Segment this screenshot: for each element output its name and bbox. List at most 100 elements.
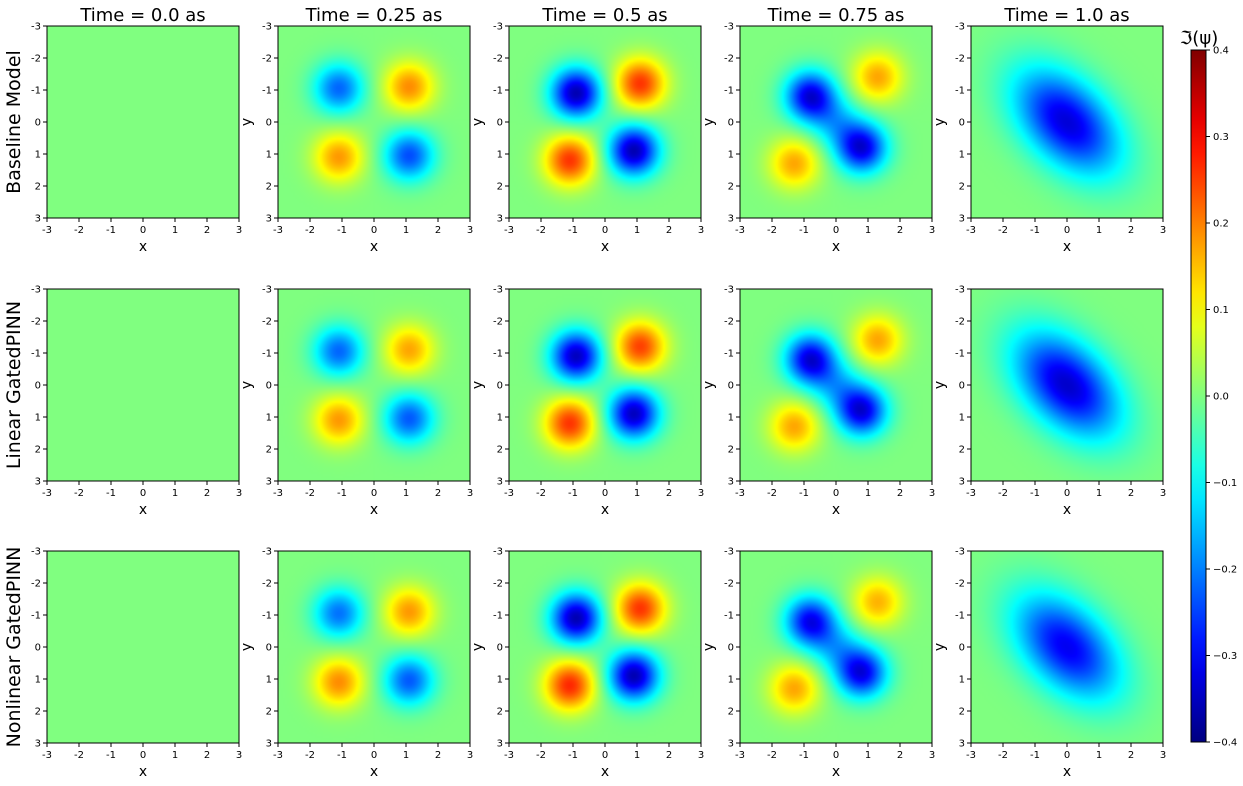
y-tick-label: 1 — [497, 150, 503, 161]
y-tick-label: -3 — [262, 285, 272, 296]
x-tick-label: 2 — [666, 488, 672, 499]
x-tick-label: 2 — [897, 750, 903, 761]
y-tick-label: -2 — [724, 317, 734, 328]
y-axis-label: y — [701, 118, 717, 126]
row-label: Baseline Model — [3, 50, 25, 194]
x-tick-label: 1 — [172, 750, 178, 761]
y-tick-label: 1 — [35, 150, 41, 161]
y-tick-label: 1 — [35, 675, 41, 686]
y-tick-label: 1 — [497, 413, 503, 424]
y-tick-label: -1 — [955, 86, 965, 97]
y-tick-label: -2 — [262, 579, 272, 590]
x-tick-label: 2 — [1128, 488, 1134, 499]
y-tick-label: 1 — [959, 675, 965, 686]
y-tick-label: 0 — [497, 118, 503, 129]
y-tick-label: 1 — [959, 413, 965, 424]
x-tick-label: -1 — [106, 750, 116, 761]
y-tick-label: 1 — [728, 150, 734, 161]
colorbar-gradient — [1191, 50, 1206, 742]
x-tick-label: 1 — [1096, 488, 1102, 499]
row-labels: Baseline Model Linear GatedPINN Nonlinear … — [3, 50, 25, 747]
y-tick-label: -1 — [31, 349, 41, 360]
x-tick-label: 0 — [1064, 225, 1070, 236]
y-tick-label: -1 — [724, 86, 734, 97]
y-tick-label: 1 — [35, 413, 41, 424]
x-tick-label: -2 — [767, 488, 777, 499]
x-tick-label: -3 — [504, 225, 514, 236]
x-tick-label: -2 — [998, 225, 1008, 236]
y-axis-label: y — [932, 643, 948, 651]
x-tick-label: 3 — [929, 225, 935, 236]
x-tick-label: 1 — [1096, 750, 1102, 761]
x-tick-label: -1 — [337, 225, 347, 236]
y-tick-label: 2 — [959, 445, 965, 456]
x-tick-label: 3 — [1160, 750, 1166, 761]
y-tick-label: 0 — [497, 381, 503, 392]
x-tick-label: -2 — [305, 750, 315, 761]
x-tick-label: -2 — [305, 488, 315, 499]
y-tick-label: 1 — [266, 413, 272, 424]
x-tick-label: -3 — [42, 488, 52, 499]
x-tick-label: 1 — [634, 225, 640, 236]
y-tick-label: 0 — [35, 118, 41, 129]
x-tick-label: -2 — [74, 488, 84, 499]
heatmap-image — [971, 26, 1163, 218]
x-tick-label: 1 — [172, 488, 178, 499]
x-tick-label: 3 — [929, 488, 935, 499]
y-tick-label: -3 — [955, 547, 965, 558]
heatmap-image — [740, 289, 932, 481]
y-tick-label: 3 — [35, 739, 41, 750]
x-tick-label: 3 — [467, 225, 473, 236]
colorbar-tick-label: 0.2 — [1213, 219, 1229, 230]
x-axis-label: x — [601, 502, 609, 518]
y-axis-label: y — [239, 643, 255, 651]
y-tick-label: -2 — [31, 317, 41, 328]
x-tick-label: -2 — [998, 488, 1008, 499]
heatmap-image — [47, 26, 239, 218]
x-tick-label: -3 — [273, 225, 283, 236]
colorbar-tick-label: −0.2 — [1213, 565, 1237, 576]
y-tick-label: 2 — [266, 445, 272, 456]
colorbar-tick-label: 0.0 — [1213, 392, 1229, 403]
x-tick-label: -2 — [536, 225, 546, 236]
y-tick-label: -1 — [493, 349, 503, 360]
x-tick-label: 0 — [371, 750, 377, 761]
y-tick-label: 0 — [728, 381, 734, 392]
x-tick-label: -3 — [735, 488, 745, 499]
x-tick-label: 2 — [204, 225, 210, 236]
y-tick-label: -1 — [31, 86, 41, 97]
x-tick-label: 3 — [698, 750, 704, 761]
heatmap-image — [971, 289, 1163, 481]
y-tick-label: -2 — [31, 579, 41, 590]
y-tick-label: 0 — [497, 643, 503, 654]
x-tick-label: 1 — [403, 750, 409, 761]
row-label: Nonlinear GatedPINN — [3, 547, 25, 748]
x-axis-label: x — [370, 764, 378, 780]
x-tick-label: -3 — [504, 750, 514, 761]
column-titles: Time = 0.0 as Time = 0.25 as Time = 0.5 as… — [79, 5, 1129, 26]
x-tick-label: 0 — [1064, 488, 1070, 499]
y-tick-label: 3 — [728, 477, 734, 488]
y-axis-label: y — [701, 381, 717, 389]
x-tick-label: 2 — [666, 750, 672, 761]
x-tick-label: 1 — [865, 225, 871, 236]
x-tick-label: 3 — [236, 488, 242, 499]
y-tick-label: -3 — [493, 22, 503, 33]
x-tick-label: -2 — [74, 750, 84, 761]
x-tick-label: -2 — [767, 225, 777, 236]
y-tick-label: -1 — [955, 611, 965, 622]
y-tick-label: 3 — [959, 214, 965, 225]
y-tick-label: 2 — [266, 182, 272, 193]
x-tick-label: 3 — [467, 750, 473, 761]
x-tick-label: -2 — [74, 225, 84, 236]
x-tick-label: -3 — [966, 225, 976, 236]
y-tick-label: 0 — [266, 643, 272, 654]
y-tick-label: 2 — [35, 445, 41, 456]
